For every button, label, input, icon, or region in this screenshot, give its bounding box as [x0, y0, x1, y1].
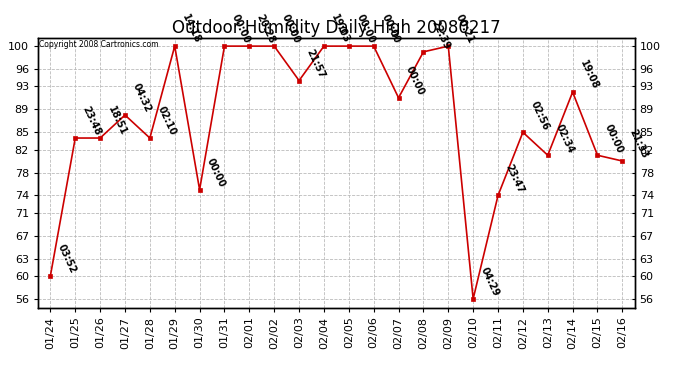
Text: 19:03: 19:03 [330, 13, 352, 45]
Text: 02:10: 02:10 [155, 105, 177, 137]
Text: 04:32: 04:32 [130, 82, 152, 114]
Text: 00:00: 00:00 [355, 13, 377, 45]
Text: 20:28: 20:28 [255, 13, 277, 45]
Text: 19:08: 19:08 [578, 59, 600, 91]
Text: 00:00: 00:00 [603, 122, 625, 154]
Text: 03:52: 03:52 [56, 243, 78, 275]
Text: 21:33: 21:33 [628, 128, 650, 160]
Text: 02:56: 02:56 [529, 99, 551, 132]
Text: 00:21: 00:21 [454, 13, 476, 45]
Text: 14:18: 14:18 [180, 13, 202, 45]
Text: 18:51: 18:51 [106, 105, 128, 137]
Text: 21:57: 21:57 [304, 48, 327, 80]
Title: Outdoor Humidity Daily High 20080217: Outdoor Humidity Daily High 20080217 [172, 20, 501, 38]
Text: 00:00: 00:00 [279, 13, 302, 45]
Text: 22:39: 22:39 [429, 19, 451, 51]
Text: Copyright 2008 Cartronics.com: Copyright 2008 Cartronics.com [39, 40, 158, 49]
Text: 00:00: 00:00 [404, 65, 426, 97]
Text: 00:00: 00:00 [380, 13, 402, 45]
Text: 04:29: 04:29 [479, 266, 501, 298]
Text: 23:48: 23:48 [81, 105, 103, 137]
Text: 23:47: 23:47 [504, 162, 526, 195]
Text: 00:00: 00:00 [205, 157, 227, 189]
Text: 00:00: 00:00 [230, 13, 252, 45]
Text: 02:34: 02:34 [553, 122, 575, 154]
